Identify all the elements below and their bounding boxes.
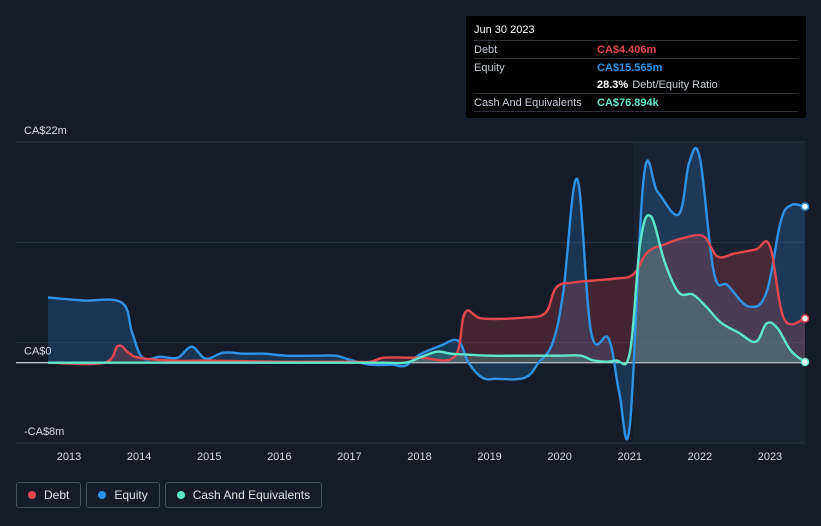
x-tick-label: 2022 xyxy=(688,451,712,463)
cash-line xyxy=(48,214,806,366)
tooltip-debt-value: CA$4.406m xyxy=(597,43,657,56)
x-tick-label: 2020 xyxy=(547,451,571,463)
tooltip-equity-value: CA$15.565m xyxy=(597,61,663,74)
legend-item-cash[interactable]: Cash And Equivalents xyxy=(164,482,323,508)
equity-end-marker xyxy=(800,202,810,211)
x-tick-label: 2018 xyxy=(407,451,431,463)
legend-item-equity[interactable]: Equity xyxy=(86,482,160,508)
x-axis-labels: 2013 2014 2015 2016 2017 2018 2019 2020 2021 2022… xyxy=(57,451,782,463)
y-label-top: CA$22m xyxy=(24,125,67,137)
x-tick-label: 2019 xyxy=(477,451,501,463)
tooltip-row-equity: Equity CA$15.565m xyxy=(474,58,798,76)
tooltip-date: Jun 30 2023 xyxy=(474,24,535,36)
x-tick-label: 2013 xyxy=(57,451,81,463)
legend: Debt Equity Cash And Equivalents xyxy=(16,482,327,510)
tooltip-row-ratio: 28.3% Debt/Equity Ratio xyxy=(474,76,798,93)
tooltip-row-cash: Cash And Equivalents CA$76.894k xyxy=(474,93,798,112)
series-lines xyxy=(47,146,806,441)
legend-item-debt[interactable]: Debt xyxy=(16,482,82,508)
equity-dot-icon xyxy=(98,491,107,499)
debt-end-marker xyxy=(800,314,810,323)
plot-highlight-area xyxy=(633,142,805,443)
y-label-zero: CA$0 xyxy=(24,346,52,358)
tooltip-cash-value: CA$76.894k xyxy=(597,96,659,109)
legend-label-debt: Debt xyxy=(44,488,70,502)
x-tick-label: 2015 xyxy=(197,451,221,463)
y-axis-labels: CA$22m CA$0 -CA$8m xyxy=(24,125,67,438)
tooltip-ratio-label: Debt/Equity Ratio xyxy=(632,78,718,91)
x-tick-label: 2017 xyxy=(337,451,361,463)
cash-dot-icon xyxy=(176,491,185,499)
tooltip-row-debt: Debt CA$4.406m xyxy=(474,40,798,58)
tooltip-equity-label: Equity xyxy=(474,61,505,74)
x-tick-label: 2016 xyxy=(267,451,291,463)
x-tick-label: 2021 xyxy=(618,451,642,463)
cash-end-marker xyxy=(800,357,810,367)
debt-dot-icon xyxy=(28,491,36,499)
tooltip-debt-label: Debt xyxy=(474,43,498,56)
debt-line xyxy=(47,233,806,366)
debt-area xyxy=(48,235,805,365)
gridlines xyxy=(16,141,805,444)
y-label-bottom: -CA$8m xyxy=(24,426,64,438)
tooltip-panel: Jun 30 2023 Debt CA$4.406m Equity CA$15.… xyxy=(466,16,806,118)
end-markers xyxy=(800,202,810,367)
equity-line xyxy=(47,146,806,441)
tooltip-ratio-value: 28.3% xyxy=(597,78,629,91)
legend-label-equity: Equity xyxy=(114,488,148,502)
x-tick-label: 2023 xyxy=(758,451,782,463)
tooltip-cash-label: Cash And Equivalents xyxy=(474,96,582,109)
legend-label-cash: Cash And Equivalents xyxy=(192,488,311,502)
x-tick-label: 2014 xyxy=(127,451,151,463)
cash-area xyxy=(48,215,805,365)
